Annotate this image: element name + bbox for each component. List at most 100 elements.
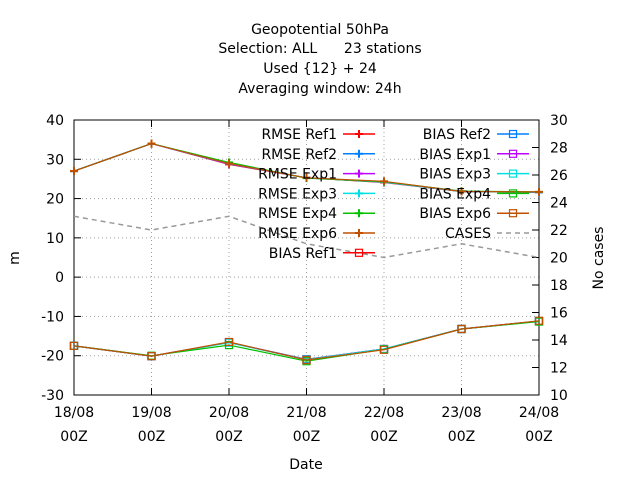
x-tick-label: 00Z <box>293 429 320 445</box>
y-tick-label: 0 <box>55 270 64 286</box>
legend-label: RMSE Ref1 <box>261 127 337 143</box>
x-tick-label: 00Z <box>60 429 87 445</box>
data-point <box>355 209 363 218</box>
data-point <box>355 169 363 178</box>
data-point <box>508 209 518 218</box>
series-cases <box>73 215 540 259</box>
y-tick-label: 30 <box>46 152 64 168</box>
legend-label: BIAS Exp6 <box>419 206 491 222</box>
series-line <box>73 215 540 259</box>
chart-title-line-3: Used {12} + 24 <box>263 61 377 77</box>
data-point <box>224 337 234 347</box>
y-axis-label: m <box>7 251 23 265</box>
x-tick-label: 00Z <box>370 429 397 445</box>
series-bias-exp4 <box>69 317 544 366</box>
y2-tick-label: 26 <box>550 168 568 184</box>
legend-entry: RMSE Ref2 <box>261 147 375 163</box>
legend-entry: BIAS Exp4 <box>419 186 529 202</box>
y2-tick-label: 10 <box>550 388 568 404</box>
legend-entry: BIAS Exp3 <box>419 167 529 183</box>
chart-title-line-1: Geopotential 50hPa <box>251 22 389 38</box>
legend-label: CASES <box>445 226 491 242</box>
data-point <box>355 229 363 237</box>
y-tick-label: 10 <box>46 231 64 247</box>
series-rmse-exp6 <box>70 139 543 196</box>
data-point <box>69 341 79 350</box>
legend-entry: BIAS Ref2 <box>423 127 529 143</box>
y2-tick-label: 24 <box>550 196 568 212</box>
y2-tick-label: 14 <box>550 333 568 349</box>
legend-label: RMSE Exp3 <box>258 186 337 202</box>
x-tick-label: 22/08 <box>364 405 404 421</box>
y2-tick-label: 30 <box>550 113 568 129</box>
x-axis-label: Date <box>289 457 322 473</box>
data-point <box>355 149 363 158</box>
chart-title-line-2: Selection: ALL 23 stations <box>218 41 422 57</box>
legend-label: RMSE Exp1 <box>258 167 337 183</box>
x-tick-label: 23/08 <box>441 405 481 421</box>
y2-tick-label: 12 <box>550 361 568 377</box>
legend-entry: RMSE Exp4 <box>258 206 375 222</box>
data-point <box>354 248 364 257</box>
legend: RMSE Ref1 RMSE Ref2 RMSE Exp1 RMSE Exp3 RMSE… <box>258 127 529 262</box>
data-point <box>147 352 156 361</box>
series-group <box>69 139 544 366</box>
x-tick-label: 18/08 <box>54 405 94 421</box>
x-tick-label: 00Z <box>138 429 165 445</box>
y2-tick-label: 22 <box>550 223 568 239</box>
x-tick-label: 00Z <box>215 429 242 445</box>
y2-tick-label: 16 <box>550 306 568 322</box>
y-tick-label: -10 <box>41 309 64 325</box>
y2-tick-label: 18 <box>550 278 568 294</box>
series-line <box>73 320 540 361</box>
data-point <box>457 324 466 334</box>
y2-tick-label: 20 <box>550 251 568 267</box>
data-point <box>302 355 311 365</box>
x-tick-label: 24/08 <box>519 405 559 421</box>
data-point <box>508 149 518 158</box>
legend-label: BIAS Ref1 <box>269 246 337 262</box>
legend-entry: RMSE Exp6 <box>258 226 375 242</box>
legend-label: BIAS Ref2 <box>423 127 491 143</box>
data-point <box>508 169 518 178</box>
legend-entry: RMSE Ref1 <box>261 127 375 143</box>
x-tick-label: 21/08 <box>286 405 326 421</box>
data-point <box>508 129 518 139</box>
data-point <box>70 167 78 176</box>
legend-label: RMSE Exp6 <box>258 226 337 242</box>
y-tick-label: 20 <box>46 192 64 208</box>
legend-entry: RMSE Exp1 <box>258 167 375 183</box>
data-point <box>225 159 233 168</box>
series-bias-exp6 <box>69 316 544 365</box>
data-point <box>535 187 543 196</box>
y2-axis-label: No cases <box>591 227 607 290</box>
y-tick-label: -30 <box>41 388 64 404</box>
legend-label: BIAS Exp4 <box>419 186 491 202</box>
data-point <box>147 139 156 148</box>
data-point <box>302 173 311 182</box>
data-point <box>534 316 544 325</box>
legend-entry: CASES <box>445 226 529 242</box>
data-point <box>508 189 518 198</box>
legend-entry: BIAS Exp1 <box>419 147 529 163</box>
legend-entry: BIAS Ref1 <box>269 246 375 262</box>
y-tick-label: -20 <box>41 349 64 365</box>
legend-entry: RMSE Exp3 <box>258 186 375 202</box>
legend-label: RMSE Ref2 <box>261 147 337 163</box>
x-tick-label: 20/08 <box>209 405 249 421</box>
legend-entry: BIAS Exp6 <box>419 206 529 222</box>
y2-tick-label: 28 <box>550 141 568 157</box>
legend-label: BIAS Exp1 <box>419 147 491 163</box>
legend-label: BIAS Exp3 <box>419 167 491 183</box>
data-point <box>380 177 388 186</box>
x-tick-label: 00Z <box>525 429 552 445</box>
chart-title-line-4: Averaging window: 24h <box>238 81 402 97</box>
data-point <box>355 130 363 138</box>
x-tick-label: 00Z <box>448 429 475 445</box>
data-point <box>355 189 363 198</box>
data-point <box>379 345 389 354</box>
data-point <box>457 187 466 196</box>
axis-ticks: -30 -20 -10 0 10 20 30 40 10 12 14 16 18 20 22 24 26 28 30… <box>41 113 568 445</box>
x-tick-label: 19/08 <box>131 405 171 421</box>
